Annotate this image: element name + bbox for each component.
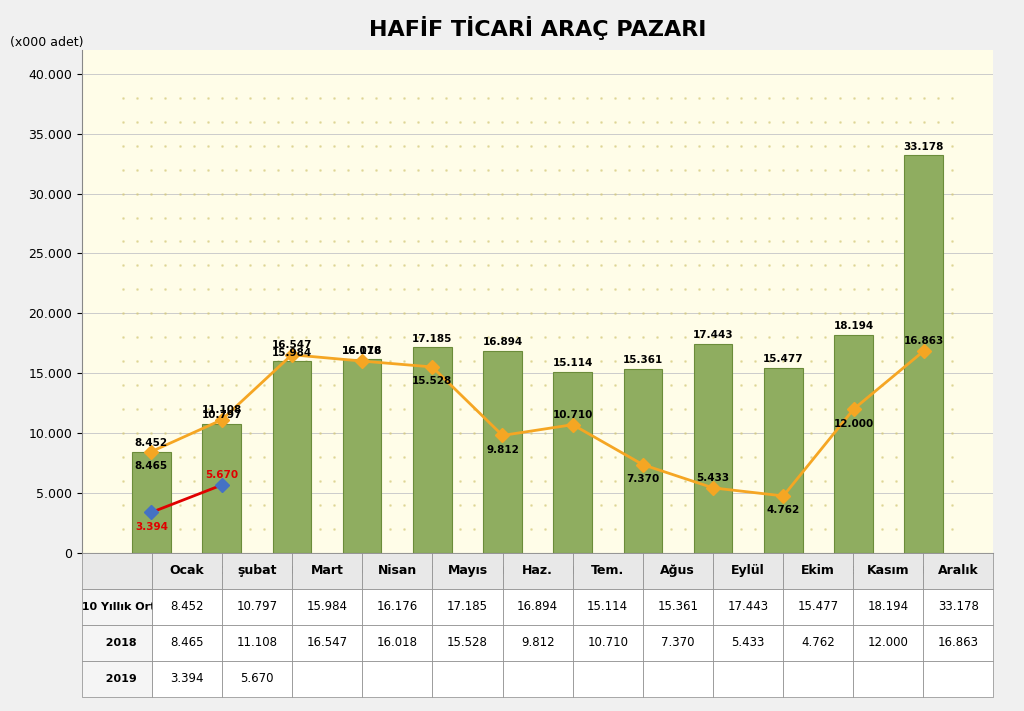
Bar — [132, 451, 171, 553]
Text: 15.114: 15.114 — [553, 358, 593, 368]
Bar — [624, 369, 663, 553]
Text: 15.528: 15.528 — [412, 376, 453, 386]
Text: 16.176: 16.176 — [342, 346, 382, 356]
Text: 16.018: 16.018 — [342, 346, 382, 356]
Text: 5.433: 5.433 — [696, 474, 730, 483]
Text: 12.000: 12.000 — [834, 419, 873, 429]
Text: 4.762: 4.762 — [767, 506, 800, 515]
Text: 3.394: 3.394 — [135, 522, 168, 532]
Bar — [553, 372, 592, 553]
Text: 16.863: 16.863 — [903, 336, 944, 346]
Title: HAFİF TİCARİ ARAÇ PAZARI: HAFİF TİCARİ ARAÇ PAZARI — [369, 16, 707, 40]
Text: 15.361: 15.361 — [623, 356, 664, 365]
Bar — [694, 344, 732, 553]
Text: 15.984: 15.984 — [271, 348, 312, 358]
Bar — [203, 424, 241, 553]
Text: 17.185: 17.185 — [412, 333, 453, 343]
Bar — [272, 361, 311, 553]
Text: 16.894: 16.894 — [482, 337, 522, 347]
Text: 5.670: 5.670 — [205, 471, 239, 481]
Text: (x000 adet): (x000 adet) — [10, 36, 84, 48]
Text: 16.547: 16.547 — [271, 340, 312, 350]
Text: 10.710: 10.710 — [553, 410, 593, 420]
Text: 8.465: 8.465 — [135, 461, 168, 471]
Text: 17.443: 17.443 — [693, 331, 733, 341]
Text: 33.178: 33.178 — [903, 142, 944, 152]
Text: 11.108: 11.108 — [202, 405, 242, 415]
Bar — [764, 368, 803, 553]
Text: 18.194: 18.194 — [834, 321, 873, 331]
Bar — [904, 156, 943, 553]
Bar — [835, 335, 872, 553]
Bar — [483, 351, 522, 553]
Text: 8.452: 8.452 — [135, 438, 168, 448]
Text: 7.370: 7.370 — [627, 474, 659, 484]
Text: 10.797: 10.797 — [202, 410, 242, 420]
Bar — [413, 347, 452, 553]
Bar — [343, 359, 381, 553]
Text: 9.812: 9.812 — [486, 445, 519, 455]
Text: 15.477: 15.477 — [763, 354, 804, 364]
